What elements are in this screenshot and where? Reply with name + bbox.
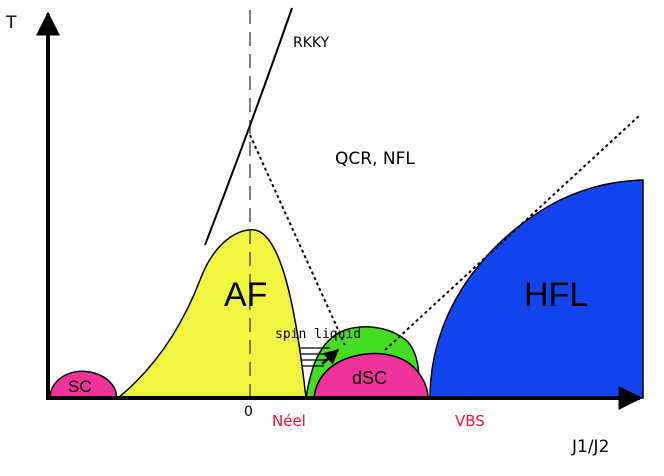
neel-label: Néel: [272, 412, 306, 430]
sc-label: SC: [68, 377, 92, 396]
vbs-label: VBS: [455, 412, 485, 430]
af-region: [115, 229, 307, 399]
dsc-label: dSC: [352, 368, 387, 388]
qcr-label: QCR, NFL: [335, 149, 415, 169]
crossover-dotted-right: [384, 114, 641, 351]
spin-liquid-label: spin liquid: [275, 327, 361, 342]
rkky-label: RKKY: [293, 35, 330, 51]
af-label: AF: [224, 276, 267, 314]
sc-region: [49, 370, 118, 399]
hfl-label: HFL: [524, 276, 588, 314]
hfl-region: [429, 179, 644, 399]
x-tick-zero: 0: [244, 404, 253, 420]
x-axis-label: J1/J2: [571, 437, 609, 457]
crossover-dotted-left: [249, 134, 346, 346]
rkky-curve: [204, 7, 293, 246]
y-axis-label: T: [5, 13, 17, 33]
spin-liquid-arrow: [321, 349, 340, 365]
dsc-region: [313, 352, 429, 399]
